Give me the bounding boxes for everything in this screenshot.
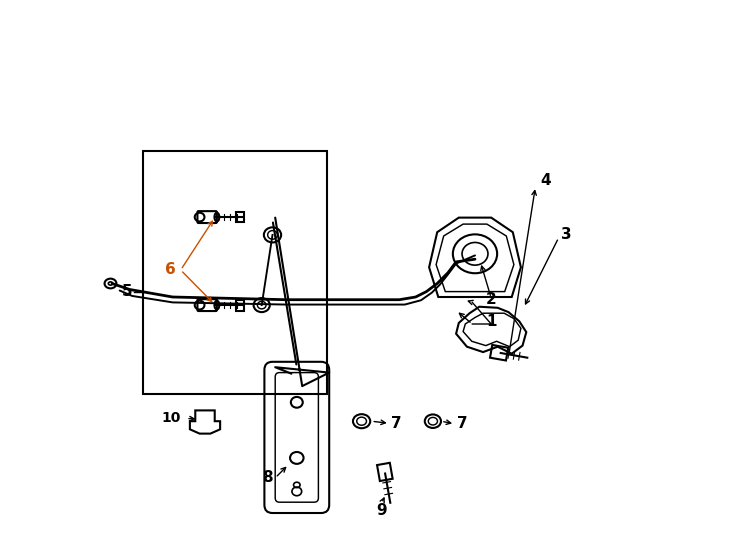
- Text: 7: 7: [457, 416, 468, 431]
- Text: 9: 9: [377, 503, 387, 518]
- Text: 4: 4: [540, 173, 550, 188]
- Bar: [143, 151, 327, 394]
- Text: 2: 2: [486, 292, 497, 307]
- Text: 8: 8: [262, 470, 272, 485]
- Text: 6: 6: [164, 262, 175, 278]
- Bar: [236, 212, 244, 222]
- Text: 7: 7: [391, 416, 402, 431]
- Text: 5: 5: [121, 284, 132, 299]
- Text: 10: 10: [161, 411, 181, 426]
- Text: 3: 3: [562, 227, 572, 242]
- Bar: [236, 300, 244, 310]
- Text: 1: 1: [486, 314, 496, 329]
